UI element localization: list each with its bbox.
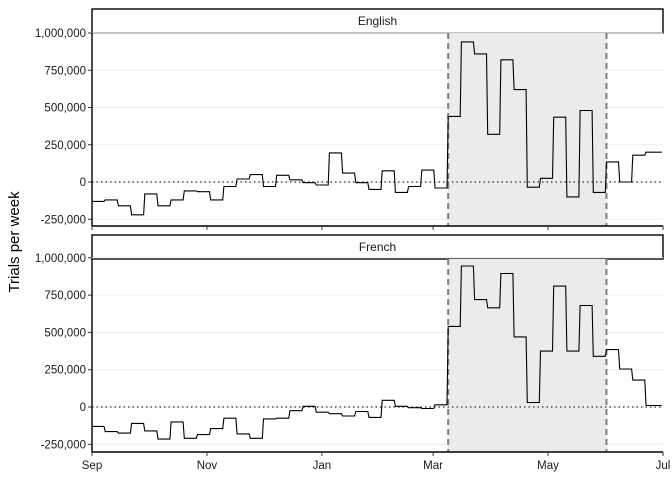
x-tick-label: Sep [82, 460, 102, 472]
x-tick-label: Nov [197, 460, 218, 472]
facet-strip [91, 8, 664, 34]
y-tick-label: 500,000 [44, 327, 86, 339]
y-tick-label: 250,000 [44, 140, 86, 152]
x-tick-label: Mar [423, 460, 443, 472]
x-tick-label: Jan [313, 460, 332, 472]
highlight-region [448, 259, 607, 452]
y-tick-label: 0 [80, 177, 86, 189]
series-line-english [92, 41, 662, 216]
facet-strip [91, 234, 664, 260]
series-line-french [92, 265, 662, 440]
y-tick-label: 0 [80, 402, 86, 414]
facet-strip-label: English [358, 14, 397, 28]
highlight-region [448, 33, 607, 226]
facet-strip-label: French [359, 240, 396, 254]
x-tick-label: Jul [656, 460, 671, 472]
y-tick-label: -250,000 [41, 214, 86, 226]
y-axis-label: Trials per week [6, 191, 23, 293]
y-tick-label: -250,000 [41, 439, 86, 451]
y-tick-label: 1,000,000 [35, 28, 86, 40]
y-tick-label: 250,000 [44, 365, 86, 377]
y-tick-label: 1,000,000 [35, 253, 86, 265]
x-tick-label: May [537, 460, 559, 472]
y-tick-label: 500,000 [44, 103, 86, 115]
y-tick-label: 750,000 [44, 290, 86, 302]
y-tick-label: 750,000 [44, 65, 86, 77]
